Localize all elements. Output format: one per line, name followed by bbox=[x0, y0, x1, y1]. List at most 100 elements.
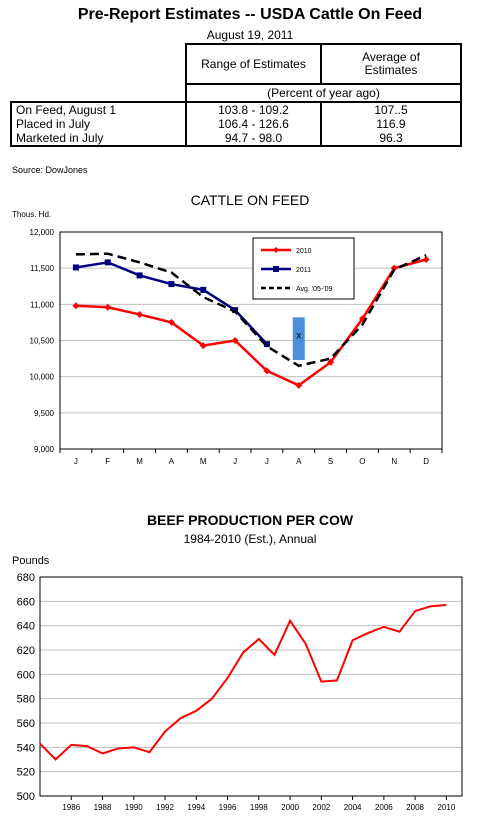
col-header-average-line2: Estimates bbox=[364, 63, 418, 77]
x-tick-label: 2010 bbox=[437, 803, 455, 812]
y-tick-label: 600 bbox=[17, 669, 35, 681]
x-tick-label: D bbox=[423, 457, 429, 466]
table-row: On Feed, August 1 103.8 - 109.2 107..5 bbox=[10, 101, 462, 117]
y-tick-label: 640 bbox=[17, 621, 35, 633]
x-tick-label: M bbox=[136, 457, 143, 466]
legend-label: Avg. '05-'09 bbox=[296, 286, 333, 293]
y-tick-label: 500 bbox=[17, 791, 35, 803]
x-tick-label: 2008 bbox=[406, 803, 424, 812]
row-average: 116.9 bbox=[320, 117, 462, 131]
x-tick-label: O bbox=[359, 457, 365, 466]
series-line-2011 bbox=[75, 261, 268, 345]
y-tick-label: 10,000 bbox=[30, 373, 55, 382]
data-point bbox=[104, 259, 111, 266]
source-note: Source: DowJones bbox=[12, 165, 88, 175]
chart-title: BEEF PRODUCTION PER COW bbox=[147, 512, 354, 528]
row-range: 106.4 - 126.6 bbox=[185, 117, 321, 131]
x-tick-label: A bbox=[296, 457, 302, 466]
estimates-table: Range of Estimates Average of Estimates … bbox=[10, 43, 462, 147]
row-range: 94.7 - 98.0 bbox=[185, 131, 321, 147]
table-row: Placed in July 106.4 - 126.6 116.9 bbox=[10, 117, 462, 131]
unit-row: (Percent of year ago) bbox=[185, 84, 462, 103]
y-tick-label: 11,000 bbox=[30, 300, 54, 309]
x-tick-label: F bbox=[105, 457, 110, 466]
row-label: Placed in July bbox=[10, 117, 186, 131]
plot-area bbox=[39, 576, 463, 797]
cattle-on-feed-chart: CATTLE ON FEED Thous. Hd. 9,000 9,500 10,000… bbox=[12, 192, 443, 466]
estimate-average-marker: x bbox=[296, 331, 301, 342]
x-tick-label: J bbox=[233, 457, 237, 466]
x-tick-label: 1986 bbox=[62, 803, 80, 812]
data-point bbox=[327, 358, 335, 366]
series-line-beef-per-cow bbox=[39, 603, 447, 761]
data-point bbox=[232, 307, 239, 314]
x-tick-label: 2000 bbox=[281, 803, 299, 812]
report-date: August 19, 2011 bbox=[206, 28, 294, 42]
series-line-avg-05-09 bbox=[75, 252, 427, 368]
data-point bbox=[390, 264, 398, 272]
data-point bbox=[167, 318, 175, 326]
col-header-average: Average of Estimates bbox=[320, 43, 462, 85]
legend-label: 2011 bbox=[296, 267, 311, 274]
x-tick-label: J bbox=[265, 457, 269, 466]
x-tick-label: 2006 bbox=[375, 803, 393, 812]
data-point bbox=[136, 310, 144, 318]
x-tick-label: N bbox=[391, 457, 397, 466]
x-tick-label: 2002 bbox=[312, 803, 330, 812]
col-header-average-line1: Average of bbox=[362, 50, 420, 64]
row-range: 103.8 - 109.2 bbox=[185, 101, 321, 117]
y-tick-label: 620 bbox=[17, 645, 35, 657]
legend-marker bbox=[273, 266, 279, 272]
y-tick-label: 580 bbox=[17, 694, 35, 706]
y-tick-label: 680 bbox=[17, 572, 35, 584]
data-point bbox=[72, 302, 80, 310]
row-average: 96.3 bbox=[320, 131, 462, 147]
table-row: Marketed in July 94.7 - 98.0 96.3 bbox=[10, 131, 462, 147]
x-tick-label: 1998 bbox=[250, 803, 268, 812]
beef-production-chart: BEEF PRODUCTION PER COW 1984-2010 (Est.),… bbox=[12, 512, 463, 812]
data-point bbox=[136, 272, 143, 279]
data-point bbox=[422, 255, 430, 263]
x-tick-label: J bbox=[74, 457, 78, 466]
data-point bbox=[263, 341, 270, 348]
x-tick-label: 1996 bbox=[219, 803, 237, 812]
col-header-range: Range of Estimates bbox=[185, 43, 321, 85]
y-tick-label: 520 bbox=[17, 767, 35, 779]
y-tick-label: 12,000 bbox=[30, 228, 55, 237]
data-point bbox=[168, 281, 175, 288]
row-label: On Feed, August 1 bbox=[10, 101, 186, 117]
data-point bbox=[72, 264, 79, 271]
y-tick-label: 540 bbox=[17, 742, 35, 754]
x-tick-label: 1990 bbox=[125, 803, 143, 812]
series-line-2010 bbox=[75, 258, 427, 387]
x-tick-label: M bbox=[200, 457, 207, 466]
chart-title: CATTLE ON FEED bbox=[191, 192, 310, 208]
data-point bbox=[231, 337, 239, 344]
x-tick-label: 1992 bbox=[156, 803, 174, 812]
y-tick-label: 11,500 bbox=[30, 264, 54, 273]
x-tick-label: 1994 bbox=[187, 803, 205, 812]
report-title: Pre-Report Estimates -- USDA Cattle On F… bbox=[77, 6, 423, 23]
y-tick-label: 10,500 bbox=[30, 337, 55, 346]
row-label: Marketed in July bbox=[10, 131, 186, 147]
x-tick-label: 1988 bbox=[94, 803, 112, 812]
data-point bbox=[200, 286, 207, 293]
data-point bbox=[199, 342, 207, 350]
estimate-range-bar bbox=[292, 317, 305, 361]
x-tick-label: 2004 bbox=[344, 803, 362, 812]
row-average: 107..5 bbox=[320, 101, 462, 117]
chart-subtitle: 1984-2010 (Est.), Annual bbox=[184, 532, 317, 546]
y-axis-label: Pounds bbox=[12, 555, 50, 567]
legend-marker bbox=[273, 247, 279, 253]
y-tick-label: 9,000 bbox=[34, 445, 55, 454]
y-tick-label: 9,500 bbox=[34, 409, 55, 418]
x-tick-label: S bbox=[328, 457, 333, 466]
y-axis-label: Thous. Hd. bbox=[12, 210, 51, 219]
data-point bbox=[263, 367, 271, 375]
data-point bbox=[104, 303, 112, 311]
data-point bbox=[295, 381, 303, 389]
legend-label: 2010 bbox=[296, 248, 312, 255]
y-tick-label: 560 bbox=[17, 718, 35, 730]
y-tick-label: 660 bbox=[17, 596, 35, 608]
x-tick-label: A bbox=[169, 457, 175, 466]
